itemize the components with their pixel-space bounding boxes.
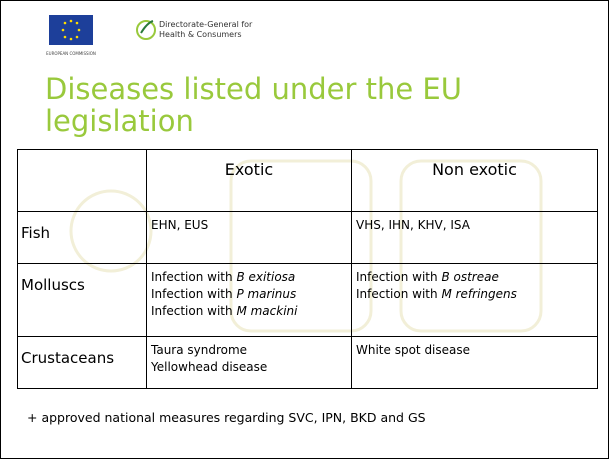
dg-logo-leaf: [140, 20, 154, 34]
table-row: Fish EHN, EUS VHS, IHN, KHV, ISA: [17, 211, 598, 264]
column-header: Exotic: [146, 149, 352, 212]
footer-note: + approved national measures regarding S…: [27, 410, 426, 425]
eu-flag: [49, 15, 93, 45]
table-row: Molluscs Infection with B exitiosa Infecti…: [17, 263, 598, 337]
table-cell: Infection with B exitiosa Infection with …: [146, 263, 352, 337]
dg-line1: Directorate-General for: [159, 20, 253, 29]
cell-line: EHN, EUS: [151, 217, 351, 234]
cell-text: Infection with: [356, 287, 442, 301]
cell-text: Infection with: [356, 270, 442, 284]
species-name: P marinus: [236, 287, 297, 301]
dg-line2: Health & Consumers: [159, 30, 242, 39]
table-body: Exotic Non exotic Fish EHN, EUS VHS, IHN, KH…: [17, 149, 598, 389]
cell-line: Infection with P marinus: [151, 286, 351, 303]
disease-table: Exotic Non exotic Fish EHN, EUS VHS, IHN, KH…: [17, 149, 598, 389]
cell-text: Taura syndrome: [151, 343, 248, 357]
row-label: Crustaceans: [17, 336, 147, 389]
cell-line: Infection with B ostreae: [356, 269, 597, 286]
cell-line: Infection with B exitiosa: [151, 269, 351, 286]
cell-line: Infection with M mackini: [151, 303, 351, 320]
row-label: Molluscs: [17, 263, 147, 337]
slide-title: Diseases listed under the EU legislation: [45, 72, 462, 138]
table-cell: VHS, IHN, KHV, ISA: [351, 211, 598, 264]
cell-text: Infection with: [151, 287, 237, 301]
dg-logo: [136, 20, 156, 40]
species-name: B ostreae: [441, 270, 499, 284]
table-row: Crustaceans Taura syndrome Yellowhead dise…: [17, 336, 598, 389]
cell-text: Yellowhead disease: [151, 360, 268, 374]
header-row: Exotic Non exotic: [17, 149, 598, 212]
species-name: M refringens: [441, 287, 517, 301]
table-cell: White spot disease: [351, 336, 598, 389]
table-cell: Infection with B ostreae Infection with M…: [351, 263, 598, 337]
cell-text: Infection with: [151, 304, 237, 318]
cell-line: White spot disease: [356, 342, 597, 359]
column-header: Non exotic: [351, 149, 598, 212]
cell-text: White spot disease: [356, 343, 471, 357]
cell-text: EHN, EUS: [151, 218, 209, 232]
eu-stars: [61, 19, 81, 41]
logo-text: EUROPEAN COMMISSION: [46, 51, 96, 56]
species-name: M mackini: [236, 304, 298, 318]
cell-line: Taura syndrome: [151, 342, 351, 359]
corner-cell: [17, 149, 147, 212]
cell-line: VHS, IHN, KHV, ISA: [356, 217, 597, 234]
table-cell: Taura syndrome Yellowhead disease: [146, 336, 352, 389]
species-name: B exitiosa: [236, 270, 296, 284]
cell-line: Yellowhead disease: [151, 359, 351, 376]
cell-line: Infection with M refringens: [356, 286, 597, 303]
table-cell: EHN, EUS: [146, 211, 352, 264]
cell-text: VHS, IHN, KHV, ISA: [356, 218, 470, 232]
row-label: Fish: [17, 211, 147, 264]
cell-text: Infection with: [151, 270, 237, 284]
